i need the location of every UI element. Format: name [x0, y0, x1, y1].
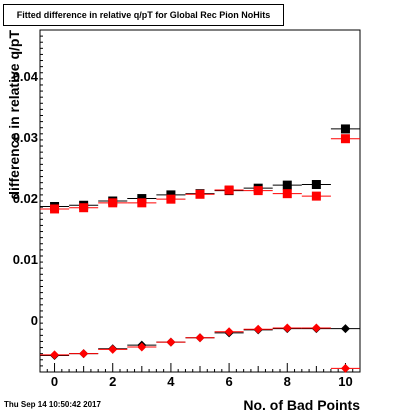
series-2-point — [340, 324, 350, 334]
y-tick-label: 0.01 — [13, 252, 38, 267]
chart-title: Fitted difference in relative q/pT for G… — [16, 10, 271, 20]
x-tick-label: 10 — [338, 374, 352, 389]
series-3-point — [311, 323, 321, 333]
x-tick-label: 2 — [109, 374, 116, 389]
series-1-point — [282, 189, 292, 199]
series-3-point — [282, 323, 292, 333]
series-3-point — [79, 349, 89, 359]
series-1-point — [340, 134, 350, 144]
y-tick-label: 0.03 — [13, 130, 38, 145]
series-3-point — [195, 333, 205, 343]
x-tick-label: 8 — [284, 374, 291, 389]
series-1-point — [137, 198, 147, 208]
series-3-point — [340, 363, 350, 373]
series-3-point — [137, 342, 147, 352]
series-3-point — [224, 327, 234, 337]
series-1-point — [224, 185, 234, 195]
series-1-point — [311, 191, 321, 201]
series-3-point — [166, 337, 176, 347]
y-tick-label: 0 — [31, 313, 38, 328]
series-1-point — [79, 203, 89, 213]
series-0-point — [311, 180, 321, 190]
series-1-point — [108, 198, 118, 208]
series-0-point — [282, 180, 292, 190]
timestamp: Thu Sep 14 10:50:42 2017 — [4, 400, 101, 409]
series-1-point — [195, 189, 205, 199]
series-3-point — [108, 344, 118, 354]
series-0-point — [340, 124, 350, 134]
series-3-point — [50, 350, 60, 360]
series-1-point — [166, 194, 176, 204]
x-tick-label: 4 — [167, 374, 175, 389]
y-tick-label: 0.04 — [13, 69, 39, 84]
x-axis-label: No. of Bad Points — [243, 397, 360, 413]
y-tick-label: 0.02 — [13, 191, 38, 206]
x-tick-label: 6 — [225, 374, 232, 389]
title-box: Fitted difference in relative q/pT for G… — [3, 4, 284, 26]
series-3-point — [253, 324, 263, 334]
series-1-point — [253, 186, 263, 196]
y-axis-label: difference in relative q/pT — [6, 30, 22, 200]
series-1-point — [50, 204, 60, 214]
x-tick-label: 0 — [51, 374, 58, 389]
